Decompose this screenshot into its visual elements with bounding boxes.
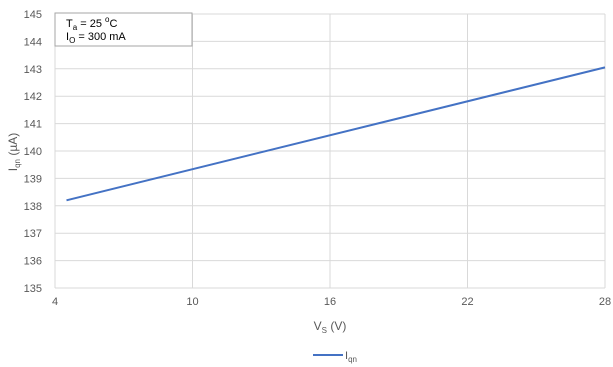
y-tick-labels: 135 136 137 138 139 140 141 142 143 144 145 [24,9,42,295]
y-tick-label: 144 [24,36,42,48]
x-tick-labels: 4 10 16 22 28 [52,296,611,308]
x-tick-label: 10 [186,296,198,308]
x-axis-title-main: V [314,319,322,333]
x-tick-label: 16 [324,296,336,308]
y-tick-label: 140 [24,146,42,158]
y-tick-label: 136 [24,256,42,268]
y-axis-title-rest: (µA) [6,133,20,159]
y-tick-label: 135 [24,283,42,295]
legend: Iqn [313,350,357,364]
grid [54,13,606,289]
condition-io-rest: = 300 mA [75,31,126,43]
x-tick-label: 22 [461,296,473,308]
series-line-iqn [66,66,606,202]
y-tick-label: 143 [24,64,42,76]
condition-box: Ta = 25 oC IO = 300 mA [54,12,193,47]
condition-ta-rest2: C [109,18,117,30]
y-axis-title-sub: qn [13,159,22,168]
condition-ta-sup: o [105,15,110,24]
legend-label-main: I [345,350,348,362]
condition-ta-rest: = 25 [77,18,105,30]
condition-io-sub: O [69,36,75,45]
condition-ta-sub: a [73,23,78,32]
y-tick-label: 145 [24,9,42,21]
condition-ta-main: T [66,18,73,30]
condition-io: IO = 300 mA [66,31,126,45]
y-tick-label: 142 [24,91,42,103]
x-tick-label: 4 [52,296,58,308]
y-tick-label: 137 [24,228,42,240]
y-tick-label: 138 [24,201,42,213]
condition-ta: Ta = 25 oC [66,15,117,32]
y-tick-label: 141 [24,119,42,131]
x-axis-title-rest: (V) [327,319,346,333]
series-group [66,66,606,202]
y-axis-title: Iqn (µA) [6,133,22,172]
x-tick-label: 28 [599,296,611,308]
condition-box-frame [54,12,193,47]
x-axis-title: VS (V) [314,319,347,335]
legend-label-iqn: Iqn [345,350,357,364]
x-axis-title-sub: S [322,326,327,335]
condition-io-main: I [66,31,69,43]
y-tick-label: 139 [24,173,42,185]
legend-label-sub: qn [348,355,357,364]
y-axis-title-main: I [6,168,20,171]
